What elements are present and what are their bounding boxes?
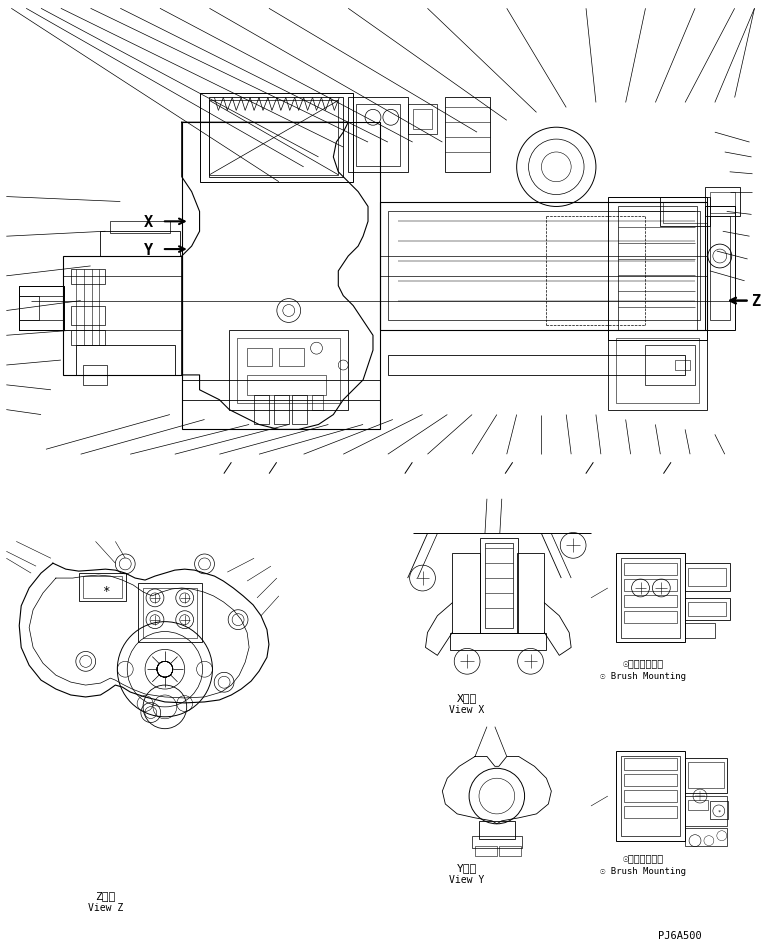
Bar	[209, 101, 339, 175]
Bar	[452, 554, 480, 633]
Bar	[75, 346, 175, 375]
Bar	[688, 603, 726, 616]
Text: Z　視: Z 視	[95, 890, 116, 901]
Text: ☉ブラシ取付法: ☉ブラシ取付法	[623, 658, 664, 667]
Bar	[274, 395, 288, 425]
Bar	[356, 106, 400, 167]
Bar	[143, 588, 196, 638]
Bar	[616, 554, 685, 643]
Bar	[247, 375, 326, 395]
Bar	[624, 580, 677, 591]
Bar	[624, 806, 677, 818]
Text: Z: Z	[752, 294, 761, 308]
Bar	[608, 197, 707, 341]
Bar	[479, 821, 514, 839]
Bar	[710, 802, 728, 819]
Bar	[685, 598, 730, 620]
Bar	[110, 222, 170, 234]
Bar	[664, 203, 707, 224]
Bar	[685, 564, 730, 591]
Bar	[380, 203, 707, 331]
Bar	[621, 559, 680, 638]
Bar	[645, 346, 695, 386]
Bar	[291, 395, 307, 425]
Bar	[247, 348, 272, 367]
Text: *: *	[717, 808, 721, 814]
Bar	[237, 339, 340, 404]
Bar	[688, 801, 708, 810]
Bar	[624, 774, 677, 786]
Bar	[279, 348, 304, 367]
Bar	[19, 296, 39, 321]
Bar	[685, 759, 727, 793]
Bar	[616, 339, 699, 404]
Bar	[498, 845, 521, 856]
Bar	[685, 623, 715, 638]
Bar	[661, 197, 710, 227]
Bar	[710, 192, 734, 214]
Bar	[408, 106, 438, 135]
Bar	[83, 577, 123, 598]
Text: X　視: X 視	[457, 692, 477, 703]
Bar	[685, 828, 727, 845]
Text: View Z: View Z	[88, 902, 123, 912]
Bar	[675, 361, 690, 370]
Bar	[688, 568, 726, 586]
Bar	[83, 366, 107, 386]
Bar	[710, 217, 730, 321]
Bar	[705, 188, 740, 217]
Bar	[621, 757, 680, 836]
Bar	[624, 759, 677, 770]
Bar	[608, 331, 707, 410]
Bar	[19, 287, 64, 331]
Bar	[480, 539, 517, 633]
Bar	[624, 611, 677, 623]
Bar	[71, 269, 106, 285]
Bar	[624, 564, 677, 575]
Bar	[199, 93, 353, 183]
Text: ☉ブラシ取付法: ☉ブラシ取付法	[623, 853, 664, 863]
Text: PJ6A500: PJ6A500	[658, 930, 702, 940]
Bar	[78, 573, 126, 602]
Bar	[63, 257, 182, 375]
Bar	[618, 208, 697, 331]
Bar	[445, 98, 490, 172]
Bar	[388, 356, 685, 375]
Bar	[229, 331, 349, 410]
Bar	[182, 123, 380, 430]
Bar	[311, 395, 323, 410]
Bar	[100, 232, 180, 257]
Bar	[71, 331, 106, 346]
Bar	[517, 554, 544, 633]
Bar	[209, 98, 343, 178]
Text: X: X	[144, 214, 153, 229]
Bar	[705, 208, 734, 331]
Bar	[451, 633, 546, 651]
Bar	[349, 98, 408, 172]
Text: View Y: View Y	[450, 874, 485, 884]
Text: Y: Y	[144, 243, 153, 257]
Bar	[472, 836, 521, 847]
Bar	[139, 584, 202, 643]
Bar	[685, 796, 727, 826]
Bar	[388, 212, 700, 321]
Bar	[485, 544, 513, 628]
Bar	[412, 110, 432, 130]
Bar	[19, 321, 64, 331]
Bar	[19, 287, 64, 296]
Text: ☉ Brush Mounting: ☉ Brush Mounting	[600, 866, 686, 875]
Text: *: *	[102, 585, 109, 598]
Bar	[254, 395, 269, 425]
Text: Y　視: Y 視	[457, 863, 477, 872]
Bar	[71, 307, 106, 326]
Text: View X: View X	[450, 704, 485, 714]
Bar	[475, 845, 497, 856]
Text: ☉ Brush Mounting: ☉ Brush Mounting	[600, 671, 686, 680]
Bar	[624, 790, 677, 803]
Bar	[624, 595, 677, 607]
Bar	[182, 381, 380, 400]
Bar	[688, 763, 724, 788]
Bar	[616, 752, 685, 841]
